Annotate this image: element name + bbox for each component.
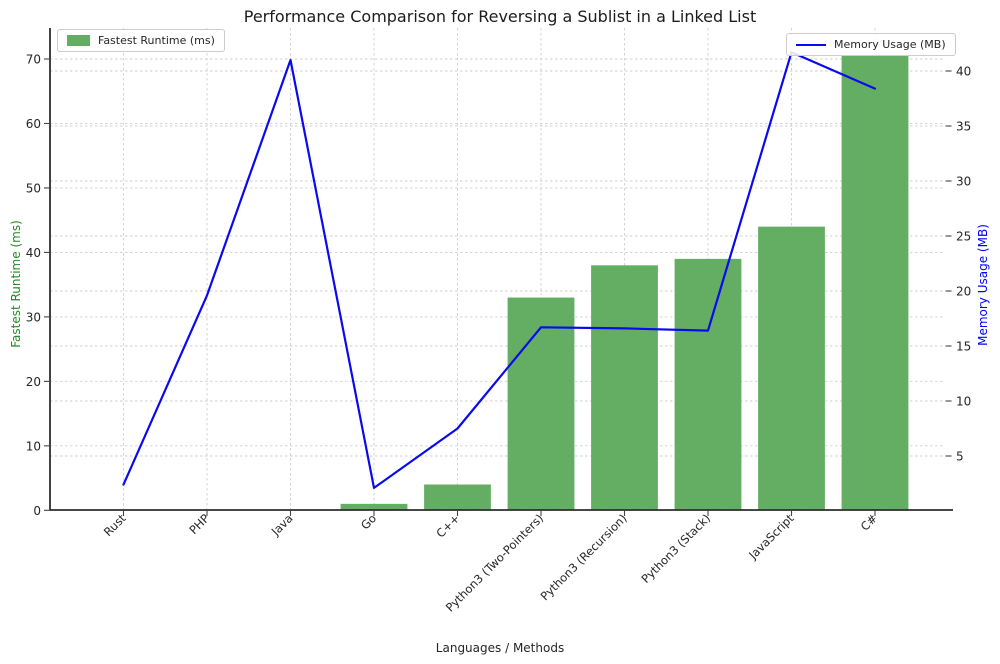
x-tick-label: Rust [101,511,129,539]
left-tick-label: 50 [26,181,41,195]
chart-title: Performance Comparison for Reversing a S… [243,7,757,26]
left-tick-label: 30 [26,310,41,324]
x-tick-label: C++ [433,511,462,540]
x-tick-label: Python3 (Stack) [638,511,713,586]
right-tick-label: 25 [956,230,971,244]
bar-Python3 (Two-Pointers) [507,297,575,510]
left-tick-label: 40 [26,246,41,260]
bar-C++ [424,484,491,510]
x-tick-label: PHP [186,511,212,537]
memory-legend-label: Memory Usage (MB) [834,38,946,51]
left-tick-label: 70 [26,53,41,67]
legend-memory: Memory Usage (MB) [786,33,956,56]
runtime-legend-label: Fastest Runtime (ms) [98,34,215,47]
memory-legend-line [796,43,826,46]
right-tick-label: 15 [956,340,971,354]
right-tick-label: 30 [956,175,971,189]
left-tick-label: 0 [33,504,41,518]
right-tick-label: 40 [956,65,971,79]
right-tick-label: 5 [956,450,964,464]
x-tick-label: Python3 (Two-Pointers) [443,511,546,614]
x-tick-label: Java [268,511,296,539]
legend-runtime: Fastest Runtime (ms) [57,29,225,52]
bar-C# [841,55,909,510]
x-tick-label: Go [358,511,379,532]
left-tick-label: 60 [26,117,41,131]
bar-Python3 (Recursion) [591,265,658,510]
x-axis-label: Languages / Methods [435,641,565,655]
bar-Go [340,503,408,510]
x-tick-label: Python3 (Recursion) [538,511,630,603]
bar-Python3 (Stack) [674,258,742,510]
right-tick-label: 35 [956,120,971,134]
bar-JavaScript [758,226,825,510]
left-axis-label: Fastest Runtime (ms) [9,220,23,348]
runtime-legend-swatch [67,35,90,46]
right-axis-label: Memory Usage (MB) [976,224,990,346]
x-tick-label: JavaScript [745,511,797,563]
x-tick-label: C# [858,511,880,533]
right-tick-label: 10 [956,395,971,409]
right-tick-label: 20 [956,285,971,299]
left-tick-label: 20 [26,375,41,389]
left-tick-label: 10 [26,439,41,453]
memory-line [122,51,877,489]
